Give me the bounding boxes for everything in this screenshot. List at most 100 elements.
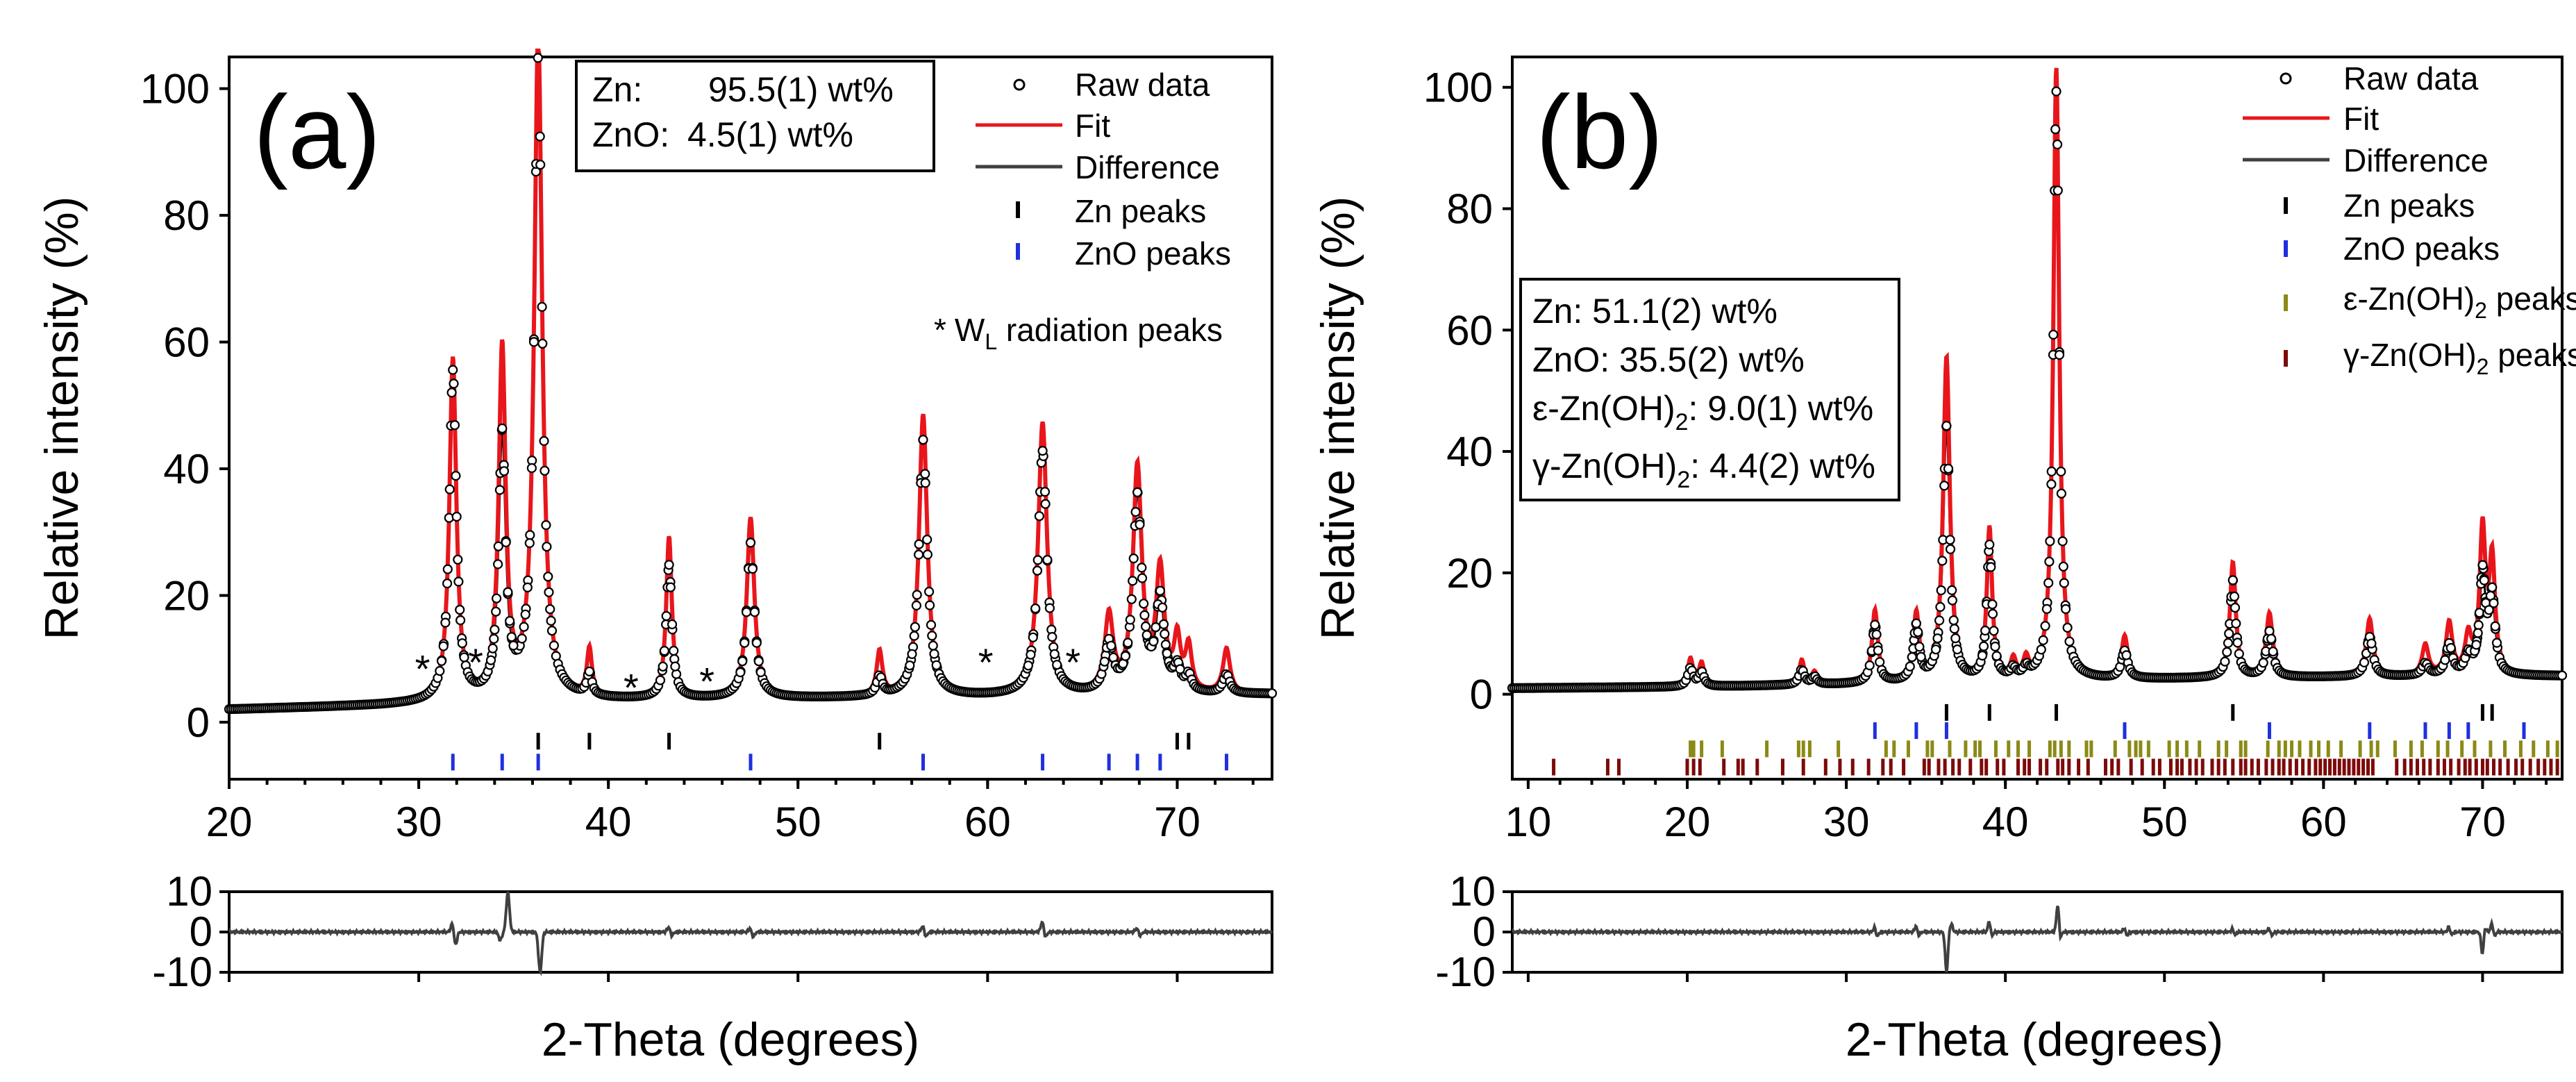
diff-y-tick-label: 10	[166, 868, 212, 915]
raw-data-point	[669, 645, 679, 656]
raw-data-point	[1032, 565, 1043, 576]
panel-b-legend-gam-label: γ-Zn(OH)2 peaks	[2343, 337, 2576, 379]
x-tick-label: 70	[1154, 799, 1201, 845]
raw-data-point	[1049, 649, 1060, 659]
raw-data-point	[1934, 615, 1945, 626]
y-tick-label: 40	[163, 446, 210, 492]
raw-data-point	[927, 631, 937, 641]
panel-b-info-eps-prefix: ε-Zn(OH)	[1532, 389, 1675, 428]
raw-data-point	[665, 582, 676, 592]
raw-data-point	[2044, 556, 2055, 567]
panel-b-info-eps-sub: 2	[1675, 409, 1689, 435]
raw-data-point	[2234, 649, 2244, 659]
raw-data-point	[928, 640, 938, 651]
raw-data-point	[525, 530, 535, 540]
raw-data-point	[745, 538, 756, 548]
raw-data-point	[504, 615, 515, 626]
panel-a-zno-label: ZnO:	[592, 115, 669, 154]
raw-data-point	[924, 600, 935, 610]
raw-data-point	[739, 638, 750, 648]
raw-data-point	[1130, 506, 1141, 517]
raw-data-point	[457, 638, 467, 649]
raw-data-point	[2041, 604, 2052, 615]
raw-data-point	[655, 675, 666, 685]
raw-data-point	[494, 485, 505, 495]
raw-data-point	[584, 666, 595, 677]
raw-data-point	[755, 667, 766, 678]
panel-b-info-zn: Zn: 51.1(2) wt%	[1532, 292, 1778, 331]
raw-data-point	[549, 640, 560, 651]
panel-a-letter: (a)	[253, 74, 380, 190]
raw-data-point	[1028, 632, 1038, 642]
raw-data-point	[920, 478, 930, 488]
raw-data-point	[1141, 630, 1152, 640]
raw-data-point	[907, 649, 917, 659]
wl-star-annotation: *	[415, 647, 430, 690]
x-tick-label: 40	[1982, 799, 2029, 845]
raw-data-point	[661, 610, 671, 622]
raw-data-point	[503, 587, 513, 597]
raw-data-point	[2445, 642, 2456, 654]
raw-data-point	[2490, 621, 2500, 631]
raw-data-point	[2557, 670, 2568, 681]
panel-a-legend-wl-label: * WL radiation peaks	[934, 312, 1223, 354]
panel-a-legend-raw-label: Raw data	[1075, 67, 1210, 103]
panel-a-axis-ticks: 20 30 40 50 60 70 0 20 40 60 80 100	[140, 66, 1255, 845]
raw-data-point	[1943, 463, 1954, 474]
raw-data-point	[1158, 619, 1169, 630]
raw-data-point	[1952, 644, 1962, 655]
panel-a-difference-series	[228, 891, 1273, 976]
panel-a-xlabel: 2-Theta (degrees)	[542, 1013, 919, 1066]
panel-a-raw-data-markers	[224, 53, 1278, 715]
raw-data-point	[2268, 647, 2278, 657]
diff-y-tick-label: 0	[1473, 908, 1496, 955]
raw-data-point	[2056, 466, 2066, 477]
raw-data-point	[2359, 657, 2370, 668]
raw-data-point	[1875, 657, 1885, 667]
raw-data-point	[1034, 511, 1045, 522]
raw-data-point	[2040, 621, 2050, 631]
raw-data-point	[540, 465, 550, 476]
panel-b-ylabel: Relative intensity (%)	[1312, 197, 1364, 640]
diff-y-tick-label: -10	[1435, 949, 1496, 995]
panel-b-legend-difference-label: Difference	[2343, 142, 2489, 178]
raw-data-point	[520, 609, 530, 619]
raw-data-point	[537, 338, 548, 349]
raw-data-point	[671, 669, 682, 679]
raw-data-point	[528, 337, 540, 347]
raw-data-point	[492, 559, 503, 569]
y-tick-label: 0	[1470, 672, 1493, 718]
panel-b-info-gam-value: : 4.4(2) wt%	[1690, 447, 1875, 485]
raw-data-point	[1870, 619, 1880, 630]
raw-data-point	[1151, 622, 1161, 633]
raw-data-point	[2036, 644, 2046, 655]
panel-b-legend-eps-sub: 2	[2475, 298, 2487, 323]
raw-data-point	[1950, 633, 1961, 644]
panel-b-info-gam-sub: 2	[1677, 467, 1690, 493]
raw-data-point	[2266, 633, 2277, 644]
raw-data-point	[923, 586, 935, 597]
raw-data-point	[1042, 554, 1053, 565]
panel-a-legend: Raw data Fit Difference Zn peaks ZnO pea…	[934, 67, 1231, 354]
raw-data-point	[1125, 615, 1135, 625]
raw-data-point	[2046, 479, 2057, 490]
raw-data-point	[1945, 544, 1956, 554]
x-tick-label: 20	[206, 799, 253, 845]
wl-star-annotation: *	[1065, 640, 1080, 684]
diff-y-tick-label: 0	[190, 908, 212, 955]
raw-data-point	[449, 378, 459, 389]
raw-data-point	[2058, 561, 2068, 572]
raw-data-point	[2056, 488, 2066, 499]
panel-b-difference-ticks: 100-10	[1435, 868, 2484, 995]
raw-data-point	[446, 388, 457, 398]
x-tick-label: 30	[1823, 799, 1870, 845]
raw-data-point	[926, 619, 937, 631]
raw-data-point	[1052, 660, 1062, 670]
raw-data-point	[2062, 622, 2073, 633]
panel-a-wl-star-annotations: * * * * * *	[415, 640, 1080, 709]
raw-data-point	[453, 576, 464, 587]
wl-star-annotation: *	[468, 640, 483, 684]
raw-data-point	[1984, 539, 1995, 550]
panel-b-composition-box-frame	[1519, 278, 1900, 501]
